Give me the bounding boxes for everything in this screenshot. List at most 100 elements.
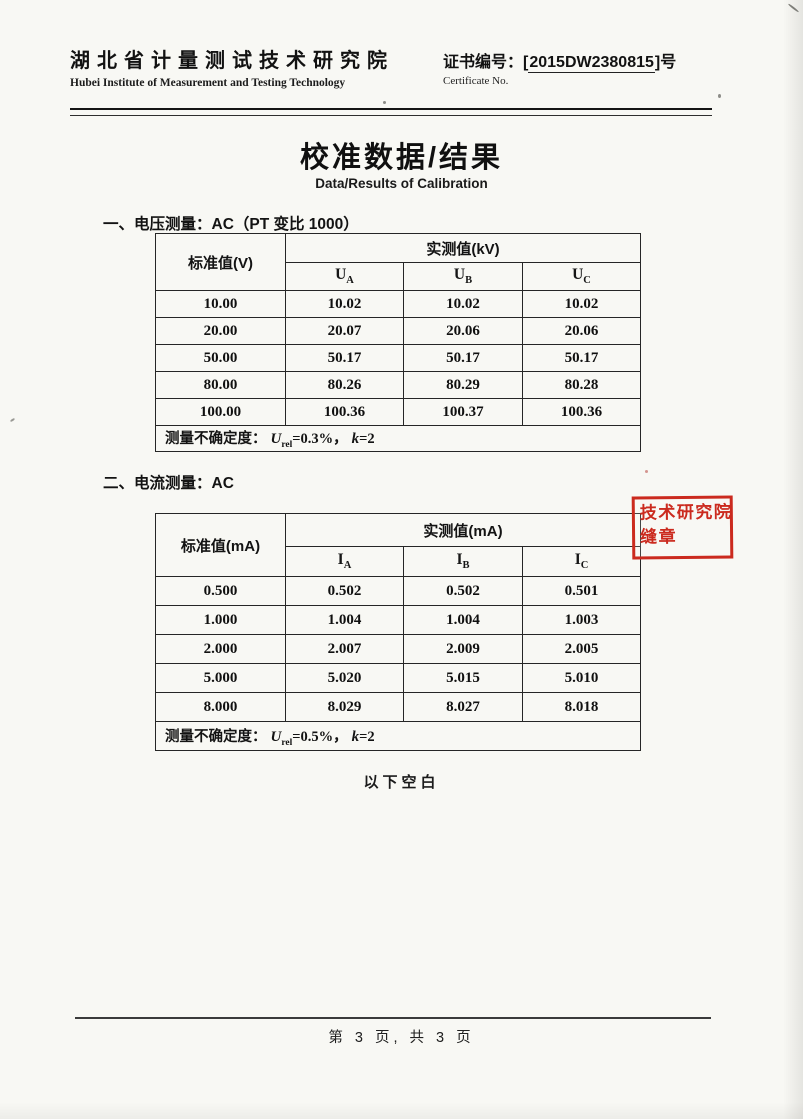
- table-row: 1.000 1.004 1.004 1.003: [155, 605, 642, 635]
- table-row: 50.00 50.17 50.17 50.17: [155, 344, 641, 372]
- value-cell: 50.17: [285, 344, 404, 372]
- value-cell: 5.010: [521, 663, 642, 693]
- voltage-std-header: 标准值(V): [155, 233, 286, 291]
- current-std-header: 标准值(mA): [155, 513, 286, 577]
- table-row: 10.00 10.02 10.02 10.02: [155, 290, 641, 318]
- k-symbol: k: [351, 431, 360, 448]
- value-cell: 8.027: [403, 692, 523, 722]
- current-header-row: 标准值(mA) 实测值(mA): [155, 513, 642, 577]
- phase-header-ia: IA: [285, 546, 404, 577]
- certificate-number-row: 证书编号：[2015DW2380815]号: [443, 48, 677, 73]
- value-cell: 10.02: [403, 290, 523, 318]
- page-number: 第 3 页, 共 3 页: [328, 1030, 475, 1046]
- value-cell: 2.009: [403, 634, 523, 664]
- value-cell: 2.007: [285, 634, 404, 664]
- phase-subscript: B: [465, 275, 473, 287]
- table-row: 0.500 0.502 0.502 0.501: [155, 576, 642, 606]
- k-value: =2: [359, 728, 375, 745]
- value-cell: 80.26: [285, 371, 404, 399]
- phase-subscript: B: [462, 560, 470, 572]
- value-cell: 5.015: [403, 663, 523, 693]
- phase-symbol: I: [337, 551, 344, 569]
- cert-suffix: 号: [660, 54, 677, 71]
- phase-header-ua: UA: [285, 262, 404, 291]
- u-subscript: rel: [281, 439, 293, 450]
- std-cell: 100.00: [155, 398, 286, 426]
- std-cell: 1.000: [155, 605, 286, 635]
- phase-header-ib: IB: [403, 546, 523, 577]
- u-value: =0.5%，: [292, 728, 348, 745]
- u-value: =0.3%，: [292, 431, 348, 448]
- value-cell: 1.004: [285, 605, 404, 635]
- current-measured-header: 实测值(mA): [284, 513, 642, 547]
- value-cell: 10.02: [285, 290, 404, 318]
- k-value: =2: [359, 431, 375, 448]
- std-cell: 0.500: [155, 576, 286, 606]
- value-cell: 100.36: [285, 398, 404, 426]
- table-row: 80.00 80.26 80.29 80.28: [155, 371, 641, 399]
- certificate-number-value: 2015DW2380815: [528, 54, 655, 73]
- phase-symbol: I: [574, 551, 581, 569]
- seam-stamp: 技术研究院 缝章: [631, 495, 734, 560]
- value-cell: 10.02: [522, 290, 641, 318]
- institute-name-cn: 湖北省计量测试技术研究院: [70, 50, 394, 72]
- scan-speck: [718, 94, 721, 98]
- footer-divider-rule: [75, 1017, 711, 1019]
- cert-bracket-close: ]: [654, 54, 661, 71]
- value-cell: 8.029: [285, 692, 404, 722]
- value-cell: 20.06: [522, 317, 641, 345]
- page-title: 校准数据/结果: [299, 142, 504, 174]
- value-cell: 100.36: [522, 398, 641, 426]
- value-cell: 1.003: [521, 605, 642, 635]
- k-symbol: k: [351, 728, 360, 745]
- value-cell: 80.28: [522, 371, 641, 399]
- header-certificate-block: 证书编号：[2015DW2380815]号 Certificate No.: [443, 48, 676, 87]
- voltage-header-row: 标准值(V) 实测值(kV): [155, 233, 641, 291]
- table-row: 5.000 5.020 5.015 5.010: [155, 663, 642, 693]
- current-uncertainty-note: 测量不确定度： Urel=0.5%， k=2: [154, 721, 642, 751]
- scan-speck: [9, 417, 16, 423]
- value-cell: 5.020: [285, 663, 404, 693]
- phase-symbol: U: [335, 266, 347, 284]
- phase-subscript: A: [346, 275, 354, 287]
- table-row: 100.00 100.36 100.37 100.36: [155, 398, 641, 426]
- scan-speck: [383, 101, 386, 104]
- phase-symbol: U: [453, 266, 466, 284]
- phase-header-uc: UC: [522, 262, 641, 291]
- page-subtitle: Data/Results of Calibration: [315, 176, 488, 191]
- std-cell: 2.000: [155, 634, 286, 664]
- value-cell: 50.17: [403, 344, 523, 372]
- table-row: 2.000 2.007 2.009 2.005: [155, 634, 642, 664]
- phase-header-ub: UB: [403, 262, 523, 291]
- uncertainty-row: 测量不确定度： Urel=0.5%， k=2: [154, 721, 642, 751]
- phase-subscript: C: [580, 560, 589, 572]
- value-cell: 1.004: [403, 605, 523, 635]
- value-cell: 0.501: [521, 576, 642, 606]
- value-cell: 20.07: [285, 317, 404, 345]
- voltage-table: 标准值(V) 实测值(kV) UA UB UC 10.00 10.02 10.0…: [155, 233, 641, 452]
- voltage-phase-header-row: UA UB UC: [156, 262, 641, 291]
- u-symbol: U: [270, 431, 282, 448]
- scan-speck: [787, 3, 800, 13]
- value-cell: 0.502: [285, 576, 404, 606]
- table-row: 20.00 20.07 20.06 20.06: [155, 317, 641, 345]
- scan-speck: [645, 470, 648, 473]
- std-cell: 50.00: [155, 344, 286, 372]
- u-symbol: U: [270, 728, 282, 745]
- std-cell: 5.000: [155, 663, 286, 693]
- value-cell: 100.37: [403, 398, 523, 426]
- phase-symbol: I: [456, 551, 463, 569]
- phase-symbol: U: [572, 266, 584, 284]
- voltage-measured-header: 实测值(kV): [285, 233, 641, 263]
- section-current-label: 二、电流测量：AC: [103, 475, 234, 492]
- table-row: 8.000 8.029 8.027 8.018: [155, 692, 642, 722]
- cert-bracket-open: [: [523, 54, 529, 71]
- voltage-uncertainty-note: 测量不确定度： Urel=0.3%， k=2: [155, 425, 641, 452]
- certificate-no-label-cn: 证书编号：: [443, 54, 524, 71]
- std-cell: 10.00: [155, 290, 286, 318]
- phase-header-ic: IC: [521, 546, 642, 577]
- phase-subscript: C: [583, 275, 591, 287]
- uncertainty-row: 测量不确定度： Urel=0.3%， k=2: [155, 425, 641, 452]
- std-cell: 8.000: [155, 692, 286, 722]
